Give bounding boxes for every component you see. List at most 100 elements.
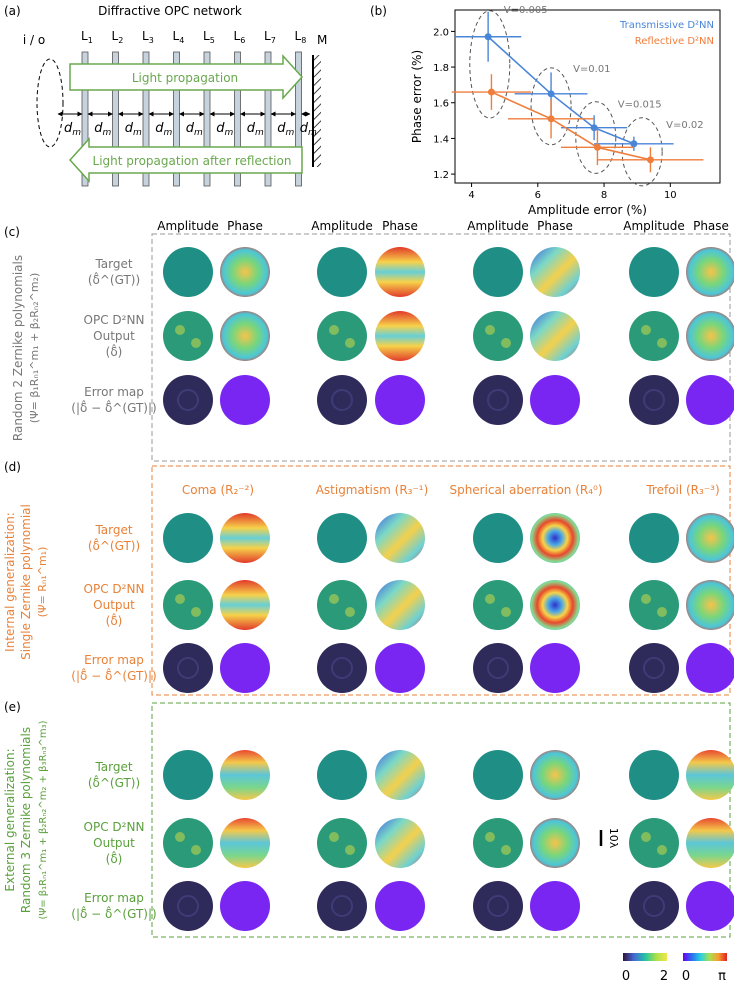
row-label: (|δ̂ − δ̂^(GT)|) — [71, 905, 156, 921]
phase-map — [530, 750, 580, 800]
layer-L6 — [234, 51, 241, 187]
panel-d-label: (d) — [4, 460, 21, 474]
mirror-label: M — [317, 33, 327, 47]
panel-c-column-headers: Amplitude Phase Amplitude Phase Amplitude Pha… — [157, 219, 729, 233]
svg-text:0: 0 — [682, 969, 690, 984]
svg-text:π: π — [718, 969, 726, 984]
field-maps — [163, 247, 734, 931]
layer-L3 — [142, 51, 150, 187]
amplitude-map — [629, 750, 679, 800]
row-label: OPC D²NN — [84, 820, 145, 834]
phase-map — [530, 513, 580, 563]
x-tick-label: 4 — [468, 190, 474, 201]
amplitude-error-map — [629, 375, 679, 425]
amplitude-error-map — [473, 881, 523, 931]
row-label: Error map — [84, 385, 144, 399]
amplitude-map — [317, 750, 367, 800]
layer-label: L6 — [234, 29, 246, 45]
phase-map — [375, 750, 425, 800]
svg-text:Random 2 Zernike polynomials: Random 2 Zernike polynomials — [11, 255, 25, 441]
backward-arrow — [68, 137, 303, 183]
data-point — [487, 88, 495, 96]
panel-d-frame — [151, 465, 731, 696]
layer-L1 — [81, 51, 89, 187]
panel-b-label: (b) — [370, 4, 387, 18]
layer-label: L5 — [203, 29, 215, 45]
spacing-label: dm — [277, 121, 294, 138]
amplitude-map — [317, 247, 367, 297]
amplitude-error-map — [317, 881, 367, 931]
amplitude-map — [317, 818, 367, 868]
column-header: Amplitude — [157, 219, 219, 233]
phase-map — [375, 311, 425, 361]
amplitude-map — [629, 247, 679, 297]
column-header: Spherical aberration (R₄⁰) — [449, 483, 602, 497]
panel-e-frame — [151, 702, 731, 938]
series-line — [487, 36, 635, 145]
y-tick-label: 2.0 — [433, 27, 449, 38]
backward-label: Light propagation after reflection — [93, 154, 292, 168]
phase-map — [220, 580, 270, 630]
phase-map — [530, 311, 580, 361]
phase-map — [375, 513, 425, 563]
amplitude-map — [629, 513, 679, 563]
phase-map — [530, 818, 580, 868]
mirror-hatch — [314, 55, 321, 167]
row-label: OPC D²NN — [84, 313, 145, 327]
phase-error-map — [375, 881, 425, 931]
panel-e-label: (e) — [4, 700, 21, 714]
phase-error-map — [686, 375, 734, 425]
phase-map — [375, 818, 425, 868]
row-label: Output — [93, 598, 135, 612]
column-header: Phase — [693, 219, 729, 233]
layer-label: L4 — [173, 29, 185, 45]
panel-a-label: (a) — [4, 4, 21, 18]
amplitude-map — [629, 580, 679, 630]
column-header: Amplitude — [311, 219, 373, 233]
x-axis-label: Amplitude error (%) — [528, 203, 647, 217]
svg-text:2: 2 — [660, 969, 668, 984]
io-label: i / o — [23, 33, 45, 47]
data-point — [630, 140, 638, 148]
column-header: Phase — [227, 219, 263, 233]
amplitude-map — [473, 311, 523, 361]
svg-text:Internal generalization:: Internal generalization: — [3, 512, 17, 652]
panel-d-side-title: Internal generalization: Single Zernike … — [3, 504, 49, 660]
column-header: Trefoil (R₃⁻³) — [645, 483, 719, 497]
amplitude-error-map — [317, 375, 367, 425]
data-point — [593, 143, 601, 151]
phase-map — [530, 247, 580, 297]
data-point — [547, 115, 555, 123]
row-label: (δ̂) — [106, 850, 123, 866]
phase-error-map — [220, 375, 270, 425]
variance-ellipse — [530, 67, 572, 146]
phase-map — [220, 818, 270, 868]
row-label: (δ̂) — [106, 612, 123, 628]
column-header: Phase — [537, 219, 573, 233]
y-tick-label: 1.8 — [433, 63, 449, 74]
phase-error-map — [686, 881, 734, 931]
row-label: (δ̂) — [106, 343, 123, 359]
data-point — [646, 156, 654, 164]
svg-text:0: 0 — [622, 969, 630, 984]
amplitude-map — [163, 311, 213, 361]
layer-label: L7 — [264, 29, 276, 45]
spacing-label: dm — [216, 121, 233, 138]
colorbars: 0 2 0 π — [622, 953, 727, 984]
x-tick-label: 8 — [601, 190, 607, 201]
phase-map — [375, 580, 425, 630]
variance-annotation: V=0.02 — [666, 120, 704, 131]
data-point — [590, 124, 598, 132]
svg-text:Random 3 Zernike polynomials: Random 3 Zernike polynomials — [19, 727, 33, 913]
layer-L8 — [295, 51, 302, 187]
layer-L7 — [264, 51, 272, 187]
x-tick-label: 6 — [535, 190, 541, 201]
spacing-label: dm — [125, 121, 142, 138]
svg-text:Single Zernike polynomial: Single Zernike polynomial — [19, 504, 33, 660]
forward-label: Light propagation — [132, 71, 238, 85]
phase-error-map — [530, 881, 580, 931]
phase-map — [220, 311, 270, 361]
row-label: (|δ̂ − δ̂^(GT)|) — [71, 667, 156, 683]
column-header: Astigmatism (R₃⁻¹) — [316, 483, 429, 497]
